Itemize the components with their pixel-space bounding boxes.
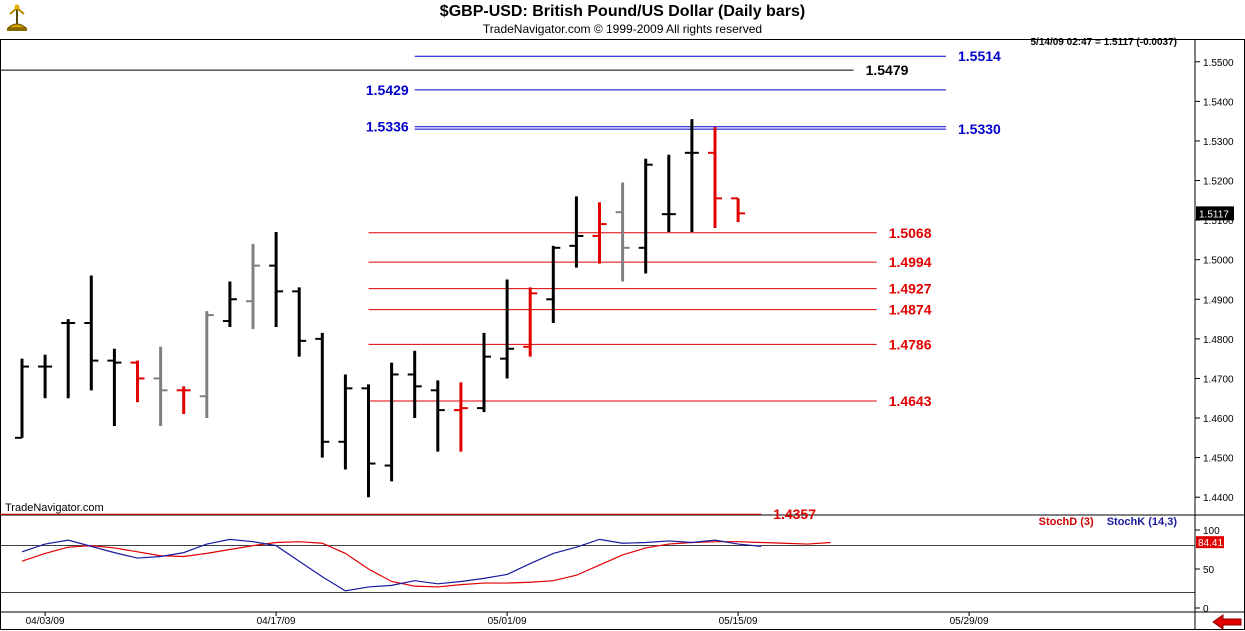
ohlc-bar: [246, 243, 260, 329]
ohlc-bar: [107, 348, 122, 426]
chart-title: $GBP-USD: British Pound/US Dollar (Daily…: [439, 3, 806, 20]
ohlc-bar: [199, 311, 214, 419]
price-tick-label: 1.4900: [1203, 295, 1234, 306]
level-label-7: 1.4927: [889, 281, 932, 297]
ohlc-bar: [84, 275, 99, 391]
current-price-label: 1.5117: [1199, 209, 1229, 220]
ohlc-bar: [222, 281, 237, 327]
ohlc-bar: [176, 386, 191, 415]
ohlc-bar: [269, 231, 284, 327]
stochastic-legend: StochD (3) StochK (14,3): [1039, 516, 1177, 528]
price-tick-label: 1.5500: [1203, 58, 1234, 69]
date-tick-label: 04/03/09: [26, 616, 65, 627]
price-tick-label: 1.5000: [1203, 256, 1234, 267]
price-axis: 1.5500 1.5400 1.5300 1.5200 1.5100 1.5000 1.49…: [1195, 58, 1234, 504]
ohlc-bar: [407, 350, 422, 419]
date-tick-label: 04/17/09: [257, 616, 296, 627]
legend-stoch-d: StochD (3): [1038, 516, 1094, 528]
ohlc-bar: [615, 182, 630, 282]
level-label-6: 1.4994: [889, 254, 932, 270]
stoch-k-line: [21, 538, 762, 592]
ohlc-bar: [361, 384, 376, 498]
stoch-tick-label: 100: [1203, 526, 1220, 537]
ohlc-bar: [38, 354, 53, 399]
price-tick-label: 1.5100: [1203, 216, 1234, 227]
level-label-5: 1.5068: [889, 225, 932, 241]
level-label-9: 1.4786: [889, 336, 932, 352]
level-label-2: 1.5429: [366, 82, 409, 98]
date-axis: 04/03/09 04/17/09 05/01/09 05/15/09 05/29/09: [26, 612, 989, 627]
price-tick-label: 1.4700: [1203, 374, 1234, 385]
stoch-d-line: [21, 541, 831, 588]
price-readout: 5/14/09 02:47 = 1.5117 (-0.0037): [1030, 37, 1177, 48]
price-tick-label: 1.4400: [1203, 493, 1234, 504]
price-tick-label: 1.5300: [1203, 137, 1234, 148]
level-label-3: 1.5336: [366, 119, 409, 135]
level-label-10: 1.4643: [889, 393, 932, 409]
ohlc-bar: [638, 158, 653, 274]
date-tick-label: 05/15/09: [719, 616, 758, 627]
price-tick-label: 1.5200: [1203, 177, 1234, 188]
outer-frame: [0, 39, 1245, 630]
price-tick-label: 1.4600: [1203, 414, 1234, 425]
stoch-tick-label: 50: [1203, 565, 1215, 576]
ohlc-bar: [15, 358, 29, 439]
ohlc-bar: [315, 332, 330, 458]
ohlc-bar: [430, 380, 445, 452]
trade-navigator-logo-icon: [6, 4, 28, 31]
ohlc-bar: [292, 287, 307, 357]
stochastic-panel: 100 50 0 84.41: [0, 526, 1224, 615]
ohlc-bar: [546, 245, 561, 324]
level-label-4: 1.5330: [958, 121, 1001, 137]
brand-label: TradeNavigator.com: [5, 502, 104, 514]
current-stoch-label: 84.41: [1198, 538, 1223, 549]
ohlc-bar: [523, 287, 538, 357]
ohlc-bar: [569, 196, 584, 268]
current-stoch-box: [1196, 536, 1224, 549]
price-levels: 1.5514 1.5479 1.5429 1.5336 1.5330 1.5068 1.49…: [0, 48, 1001, 522]
ohlc-bar: [661, 154, 676, 232]
level-label-1: 1.5479: [866, 62, 909, 78]
ohlc-bar: [153, 346, 168, 426]
price-tick-label: 1.4800: [1203, 335, 1234, 346]
chart-frame: [0, 39, 1245, 630]
copyright-subtitle: TradeNavigator.com © 1999-2009 All right…: [482, 22, 763, 36]
ohlc-bar: [384, 362, 399, 482]
price-bars: [15, 119, 746, 498]
ohlc-bar: [684, 119, 699, 232]
ohlc-bar: [338, 374, 353, 470]
level-label-0: 1.5514: [958, 48, 1001, 64]
ohlc-bar: [453, 382, 468, 452]
stoch-tick-label: 0: [1203, 604, 1209, 615]
current-price-box: [1196, 206, 1234, 221]
back-arrow-icon[interactable]: [1211, 614, 1243, 630]
date-tick-label: 05/01/09: [488, 616, 527, 627]
level-label-8: 1.4874: [889, 302, 932, 318]
ohlc-bar: [61, 319, 76, 399]
ohlc-bar: [130, 360, 145, 403]
ohlc-bar: [592, 202, 607, 264]
price-tick-label: 1.5400: [1203, 97, 1234, 108]
price-tick-label: 1.4500: [1203, 454, 1234, 465]
legend-stoch-k: StochK (14,3): [1106, 516, 1177, 528]
ohlc-bar: [708, 127, 722, 229]
ohlc-bar: [477, 332, 491, 413]
ohlc-bar: [500, 279, 515, 379]
level-label-11: 1.4357: [773, 506, 816, 522]
ohlc-bar: [731, 197, 746, 223]
date-tick-label: 05/29/09: [950, 616, 989, 627]
